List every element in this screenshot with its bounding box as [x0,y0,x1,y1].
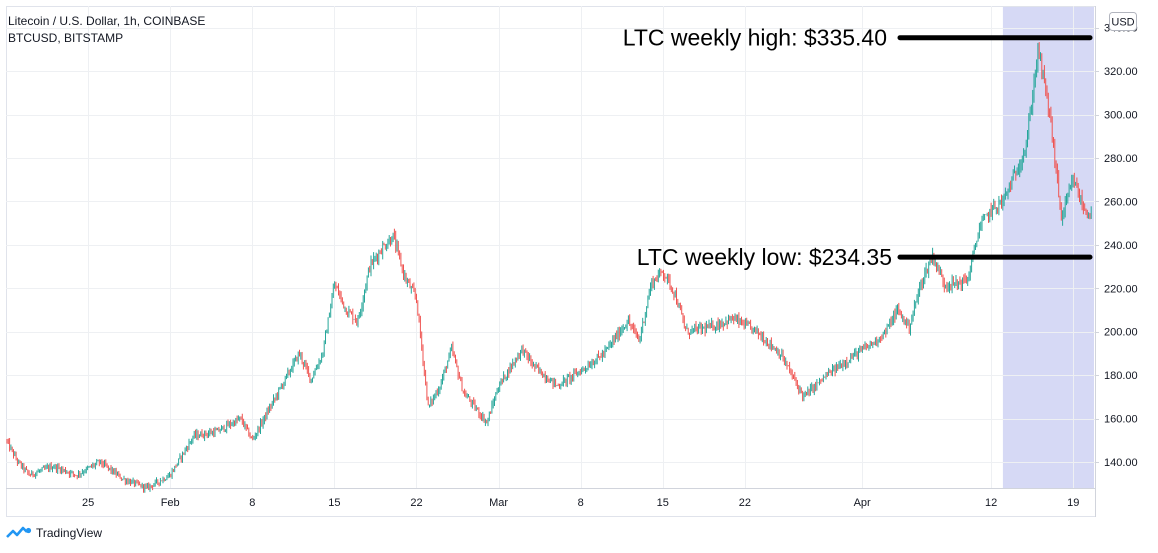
x-tick-label: 19 [1067,497,1079,509]
y-tick-label: 300.00 [1104,110,1138,122]
y-tick-label: 240.00 [1104,240,1138,252]
x-tick-label: Mar [489,497,508,509]
weekly-low-label: LTC weekly low: $234.35 [637,244,892,270]
y-tick-label: 160.00 [1104,414,1138,426]
x-tick-label: 25 [82,497,94,509]
currency-badge[interactable]: USD [1111,17,1134,29]
weekly-high-label: LTC weekly high: $335.40 [623,25,887,51]
candles-group [6,42,1092,493]
y-tick-label: 280.00 [1104,153,1138,165]
x-tick-label: Feb [161,497,180,509]
chart-subtitle: BTCUSD, BITSTAMP [8,31,124,45]
x-tick-label: 22 [739,497,751,509]
weekly-highlight-band [1002,7,1094,488]
x-tick-label: Apr [854,497,871,509]
x-tick-label: 8 [249,497,255,509]
x-tick-label: 8 [578,497,584,509]
y-tick-label: 320.00 [1104,66,1138,78]
x-tick-label: 15 [328,497,340,509]
y-tick-label: 220.00 [1104,283,1138,295]
footer-brand[interactable]: TradingView [6,526,102,540]
y-tick-label: 200.00 [1104,327,1138,339]
y-tick-label: 140.00 [1104,457,1138,469]
currency-badge-box[interactable] [1109,12,1137,31]
x-tick-label: 15 [657,497,669,509]
chart-title: Litecoin / U.S. Dollar, 1h, COINBASE [8,14,206,28]
x-tick-label: 12 [985,497,997,509]
tradingview-logo-icon [6,526,32,538]
footer-brand-label: TradingView [36,526,103,540]
x-tick-label: 22 [410,497,422,509]
y-tick-label: 180.00 [1104,370,1138,382]
y-tick-label: 260.00 [1104,196,1138,208]
